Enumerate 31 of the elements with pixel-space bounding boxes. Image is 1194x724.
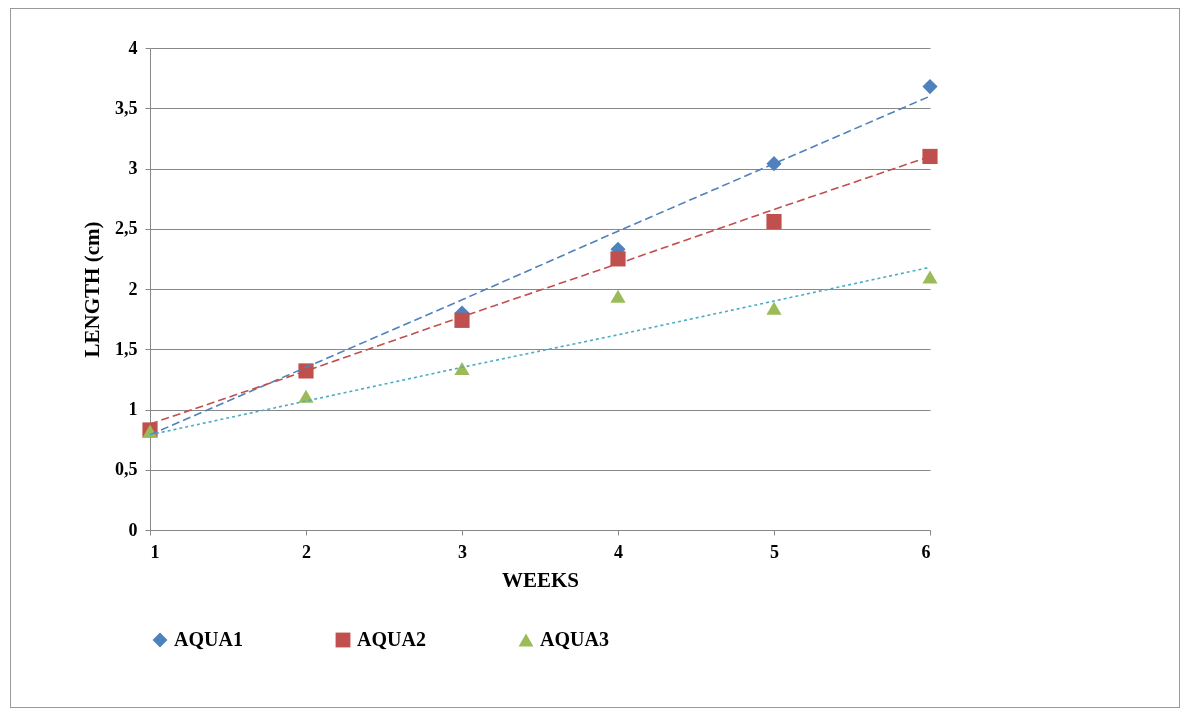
y-axis-title: LENGTH (cm)	[80, 221, 104, 358]
y-tick-label: 0	[128, 519, 138, 540]
x-tick-label: 3	[458, 541, 467, 562]
x-tick-label: 6	[921, 541, 931, 562]
point	[922, 78, 938, 95]
point	[454, 312, 470, 328]
legend-label: AQUA3	[540, 628, 609, 650]
y-tick-label: 2,5	[115, 218, 138, 239]
y-tick-label: 4	[128, 37, 138, 58]
y-tick-label: 1	[128, 399, 138, 419]
x-tick-label: 4	[614, 541, 623, 562]
point	[298, 389, 314, 403]
x-axis-title: WEEKS	[501, 567, 580, 592]
point	[298, 363, 314, 379]
point	[766, 213, 782, 230]
y-tick-label: 0,5	[115, 459, 138, 480]
x-tick-label: 1	[150, 541, 160, 562]
point	[922, 148, 938, 165]
legend-label: AQUA2	[357, 628, 426, 650]
y-tick-label: 3	[128, 158, 138, 178]
x-tick-label: 5	[770, 541, 779, 562]
point	[766, 301, 782, 315]
point	[922, 270, 938, 284]
legend-label: AQUA1	[174, 628, 243, 650]
point	[454, 361, 470, 376]
point	[610, 251, 626, 267]
y-tick-label: 3,5	[115, 97, 138, 118]
x-tick-label: 2	[302, 541, 311, 562]
point	[610, 289, 626, 303]
y-tick-label: 2	[128, 278, 138, 299]
y-tick-label: 1,5	[115, 338, 138, 359]
